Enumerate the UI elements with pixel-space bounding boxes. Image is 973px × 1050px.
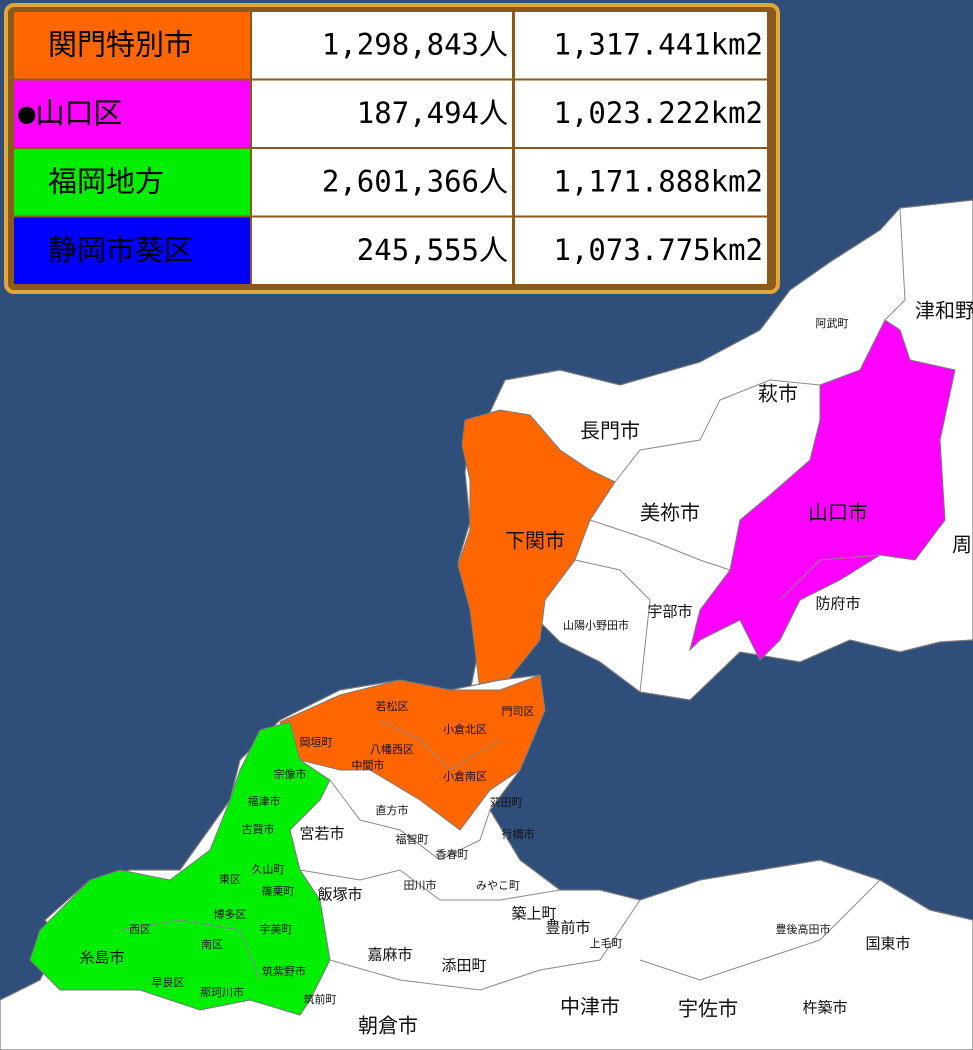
border xyxy=(119,919,261,981)
place-label: 田川市 xyxy=(404,879,437,892)
border xyxy=(589,519,731,571)
table-cell xyxy=(252,12,512,79)
table-text: 福岡地方 xyxy=(48,164,164,198)
place-label: 山陽小野田市 xyxy=(563,619,629,632)
place-label: 東区 xyxy=(219,873,241,886)
place-label: 添田町 xyxy=(441,957,486,975)
table-text: 1,317.441km2 xyxy=(553,27,763,61)
place-label: 周 xyxy=(952,533,972,557)
table-cell xyxy=(14,12,250,79)
place-label: 篠栗町 xyxy=(262,884,295,898)
table-cell xyxy=(14,80,250,147)
place-label: 豊後高田市 xyxy=(776,922,831,936)
border xyxy=(614,379,821,483)
place-label: 美祢市 xyxy=(640,501,700,525)
place-label: 杵築市 xyxy=(802,999,847,1017)
place-label: 朝倉市 xyxy=(358,1014,418,1038)
table-text: ●山口区 xyxy=(18,96,122,130)
region-kitakyushu xyxy=(279,674,546,831)
place-label: 津和野 xyxy=(915,299,973,323)
region-yamaguchi xyxy=(689,319,956,661)
table-text: 1,171.888km2 xyxy=(553,164,763,198)
place-label: 阿武町 xyxy=(816,317,849,330)
place-label: 上毛町 xyxy=(590,937,623,950)
place-label: 久山町 xyxy=(252,863,285,876)
place-label: 宇美町 xyxy=(260,923,293,936)
place-label: 山口市 xyxy=(808,501,868,525)
place-label: みやこ町 xyxy=(476,879,520,892)
place-label: 古賀市 xyxy=(242,823,275,836)
place-label: 直方市 xyxy=(376,803,409,817)
place-label: 宗像市 xyxy=(274,768,307,781)
border xyxy=(329,779,491,861)
place-label: 八幡西区 xyxy=(370,742,414,756)
place-label: 苅田町 xyxy=(490,795,523,809)
border xyxy=(884,207,906,321)
table: 関門特別市 1,298,843人 1,317.441km2 ●山口区 187,494人 1… xyxy=(14,12,767,284)
place-label: 宇佐市 xyxy=(678,997,738,1021)
place-label: 下関市 xyxy=(505,529,565,553)
place-label: 筑前町 xyxy=(304,992,337,1006)
place-label: 飯塚市 xyxy=(317,886,362,904)
border xyxy=(779,554,881,601)
place-label: 西区 xyxy=(129,923,151,936)
place-label: 嘉麻市 xyxy=(367,946,412,964)
place-label: 長門市 xyxy=(580,419,640,443)
border xyxy=(329,899,641,991)
place-label: 早良区 xyxy=(152,976,185,989)
place-label: 豊前市 xyxy=(545,919,590,937)
place-label: 小倉北区 xyxy=(443,723,487,736)
table-text: 1,073.775km2 xyxy=(553,233,763,267)
table-text: 245,555人 xyxy=(357,233,508,267)
table-cell xyxy=(14,149,250,216)
table-text: 1,023.222km2 xyxy=(553,96,763,130)
border xyxy=(574,559,651,693)
table-text: 2,601,366人 xyxy=(322,164,508,198)
place-label: 中津市 xyxy=(560,995,620,1019)
place-label: 若松区 xyxy=(376,699,409,713)
table-cell xyxy=(252,149,512,216)
place-label: 岡垣町 xyxy=(300,736,333,749)
place-label: 宮若市 xyxy=(299,825,344,843)
table-cell xyxy=(515,80,767,147)
place-label: 防府市 xyxy=(815,595,860,613)
place-label: 南区 xyxy=(201,938,223,951)
place-label: 行橋市 xyxy=(502,827,535,841)
place-label: 萩市 xyxy=(758,382,798,406)
table-cell xyxy=(515,149,767,216)
place-label: 中間市 xyxy=(352,759,385,772)
place-label: 糸島市 xyxy=(79,949,124,967)
place-label: 門司区 xyxy=(502,705,535,718)
border xyxy=(379,719,501,771)
table-text: 静岡市葵区 xyxy=(48,233,193,267)
place-label: 築上町 xyxy=(511,905,556,923)
labels: 阿武町 津和野 萩市 長門市 美祢市 山口市 周 下関市 宇部市 山陽小野田市 … xyxy=(79,299,973,1038)
place-label: 筑紫野市 xyxy=(262,964,306,978)
table-text: 1,298,843人 xyxy=(322,27,508,61)
border xyxy=(639,879,881,981)
place-label: 福智町 xyxy=(396,832,429,846)
region-shimonoseki xyxy=(457,409,616,691)
table-text: 関門特別市 xyxy=(48,27,193,61)
place-label: 国東市 xyxy=(865,935,910,953)
table-cell xyxy=(252,80,512,147)
place-label: 香春町 xyxy=(436,848,469,861)
place-label: 那珂川市 xyxy=(200,986,244,999)
table-text: 187,494人 xyxy=(357,96,508,130)
place-label: 宇部市 xyxy=(647,603,692,621)
place-label: 福津市 xyxy=(248,794,281,808)
table-cell xyxy=(515,12,767,79)
table-cell xyxy=(252,217,512,284)
place-label: 小倉南区 xyxy=(443,770,487,783)
table-cell xyxy=(14,217,250,284)
table-cell xyxy=(515,217,767,284)
border xyxy=(299,869,561,901)
place-label: 博多区 xyxy=(214,907,247,921)
